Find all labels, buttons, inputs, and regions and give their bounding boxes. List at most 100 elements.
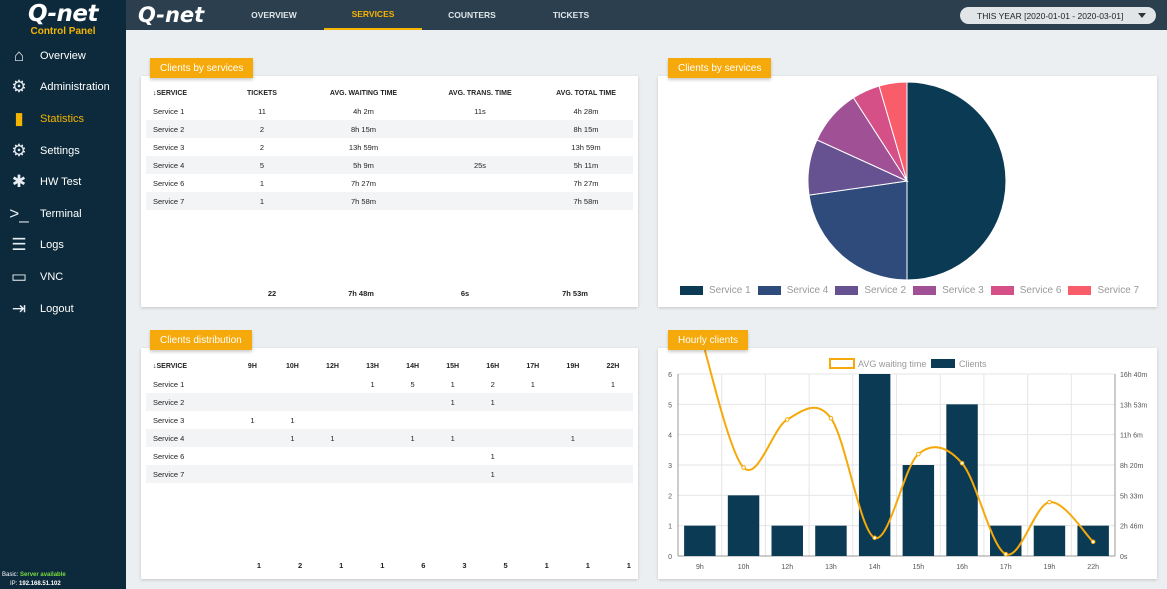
x-tick-label: 12h xyxy=(781,564,793,571)
table-row[interactable]: Service 1 11 4h 2m 11s 4h 28m xyxy=(146,102,633,120)
table-total: 6s xyxy=(460,289,470,298)
legend-item[interactable]: Service 2 xyxy=(835,285,906,296)
bar[interactable] xyxy=(815,525,847,556)
col-19h[interactable]: 19H xyxy=(566,362,580,370)
tab-services[interactable]: SERVICES xyxy=(324,0,422,30)
col-avg-waiting[interactable]: AVG. WAITING TIME xyxy=(329,89,398,97)
col-16h[interactable]: 16H xyxy=(486,362,500,370)
legend-item[interactable]: Service 6 xyxy=(990,285,1061,296)
line-point[interactable] xyxy=(1047,499,1052,505)
tab-overview[interactable]: OVERVIEW xyxy=(251,10,297,20)
table-cell xyxy=(353,411,393,429)
col-15h[interactable]: 15H xyxy=(446,362,460,370)
y-tick-label: 5 xyxy=(668,402,672,409)
table-row[interactable]: Service 3 1 1 xyxy=(146,411,633,429)
col-17h[interactable]: 17H xyxy=(526,362,540,370)
bar[interactable] xyxy=(1033,525,1066,556)
avg-waiting-line[interactable] xyxy=(700,348,1094,556)
col-tickets[interactable]: TICKETS xyxy=(247,89,277,97)
legend-swatch xyxy=(931,359,955,368)
col-14h[interactable]: 14H xyxy=(406,362,420,370)
table-row[interactable]: Service 3 2 13h 59m 13h 59m xyxy=(146,138,633,156)
table-cell xyxy=(393,447,433,465)
pie-slice[interactable] xyxy=(878,81,908,182)
table-cell: 1 xyxy=(610,379,616,389)
col-9h[interactable]: 9H xyxy=(247,362,257,370)
table-row[interactable]: Service 7 1 xyxy=(146,465,633,483)
table-cell: 1 xyxy=(392,429,433,447)
tab-counters[interactable]: COUNTERS xyxy=(448,10,496,20)
table-cell: 5h 9m xyxy=(306,156,421,174)
line-point[interactable] xyxy=(784,417,790,422)
tab-tickets[interactable]: TICKETS xyxy=(552,10,590,20)
table-row[interactable]: Service 4 5 5h 9m 25s 5h 11m xyxy=(146,156,633,174)
x-tick-label: 10h xyxy=(738,564,750,571)
col-avg-total[interactable]: AVG. TOTAL TIME xyxy=(556,89,616,97)
table-cell xyxy=(352,393,393,411)
legend-item[interactable]: Service 7 xyxy=(1068,285,1139,296)
table-cell: 25s xyxy=(421,156,539,174)
sidebar-item-terminal[interactable]: >_ Terminal xyxy=(0,198,126,230)
sidebar-item-settings[interactable]: ⚙ Settings xyxy=(0,135,126,167)
sidebar-item-statistics[interactable]: ▮ Statistics xyxy=(0,103,126,135)
line-point[interactable] xyxy=(741,465,746,470)
table-cell: Service 1 xyxy=(153,379,185,389)
col-12h[interactable]: 12H xyxy=(326,362,339,370)
table-total: 1 xyxy=(626,561,631,570)
table-cell: 5h 11m xyxy=(539,156,633,174)
table-cell: Service 3 xyxy=(153,142,185,152)
table-cell xyxy=(312,465,353,483)
line-point[interactable] xyxy=(872,535,877,541)
table-cell xyxy=(312,393,353,411)
table-cell: Service 4 xyxy=(146,156,218,174)
table-row[interactable]: Service 1 1 5 1 2 1 1 xyxy=(146,375,633,393)
table-cell: 1 xyxy=(472,393,513,411)
table-row[interactable]: Service 7 1 7h 58m 7h 58m xyxy=(146,192,633,210)
bar[interactable] xyxy=(902,465,935,556)
legend-item[interactable]: Service 1 xyxy=(680,285,751,296)
hourly-card-title: Hourly clients xyxy=(668,330,749,350)
line-point[interactable] xyxy=(828,415,834,421)
period-select[interactable]: THIS YEAR [2020-01-01 - 2020-03-01] xyxy=(960,7,1156,24)
table-cell xyxy=(552,465,593,483)
bar[interactable] xyxy=(771,525,803,556)
line-point[interactable] xyxy=(916,451,921,457)
line-point[interactable] xyxy=(1090,539,1096,545)
table-row[interactable]: Service 6 1 xyxy=(146,447,633,465)
col-13h[interactable]: 13H xyxy=(366,362,379,370)
table-cell: 1 xyxy=(312,429,353,447)
col-22h[interactable]: 22H xyxy=(606,362,620,370)
table-row[interactable]: Service 6 1 7h 27m 7h 27m xyxy=(146,174,633,192)
col-avg-trans[interactable]: AVG. TRANS. TIME xyxy=(448,89,512,97)
sidebar-item-hw-test[interactable]: ✱ HW Test xyxy=(0,166,126,198)
pie-slice[interactable] xyxy=(808,180,908,281)
sidebar-item-label: Overview xyxy=(40,49,86,62)
bar[interactable] xyxy=(727,495,760,556)
pie-slice[interactable] xyxy=(906,81,1007,281)
table-cell xyxy=(353,447,393,465)
sidebar-item-overview[interactable]: ⌂ Overview xyxy=(0,40,126,72)
col-service[interactable]: ↓SERVICE xyxy=(153,362,188,370)
col-service[interactable]: ↓SERVICE xyxy=(153,89,188,97)
col-10h[interactable]: 10H xyxy=(285,362,299,370)
bar[interactable] xyxy=(684,525,716,556)
table-cell: Service 2 xyxy=(146,393,233,411)
legend-item[interactable]: Service 3 xyxy=(913,285,984,296)
line-point[interactable] xyxy=(1003,551,1009,557)
sidebar-item-logs[interactable]: ☰ Logs xyxy=(0,230,126,262)
table-total: 7h 53m xyxy=(562,289,588,298)
sidebar-item-logout[interactable]: ⇥ Logout xyxy=(0,293,126,325)
legend-item[interactable]: Service 4 xyxy=(757,285,828,296)
sidebar-item-vnc[interactable]: ▭ VNC xyxy=(0,261,126,293)
bar[interactable] xyxy=(946,404,978,556)
table-cell xyxy=(553,447,593,465)
table-row[interactable]: Service 2 2 8h 15m 8h 15m xyxy=(146,120,633,138)
table-cell: 13h 59m xyxy=(348,142,379,152)
line-point[interactable] xyxy=(959,460,965,466)
table-cell: 1 xyxy=(259,178,265,188)
sidebar-item-administration[interactable]: ⚙ Administration xyxy=(0,72,126,104)
table-total: 1 xyxy=(585,561,590,570)
bar[interactable] xyxy=(858,374,891,556)
